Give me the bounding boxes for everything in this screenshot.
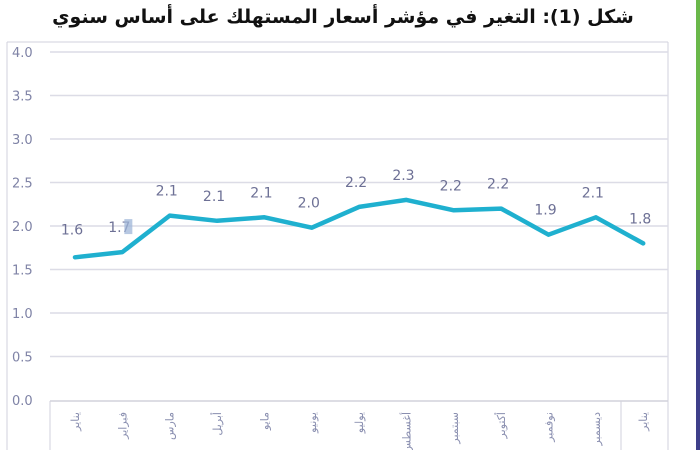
data-label: 2.1	[203, 189, 225, 205]
y-tick-label: 3.0	[12, 133, 33, 148]
data-label: 2.1	[250, 185, 272, 201]
x-tick-label: أكتوبر	[494, 412, 508, 439]
chart-title: شكل (1): التغير في مؤشر أسعار المستهلك ع…	[52, 6, 634, 28]
x-tick-label: ديسمبر	[590, 412, 603, 447]
data-label: 2.2	[440, 178, 462, 194]
x-tick-label: يوليو	[353, 412, 366, 434]
data-label: 2.1	[582, 185, 604, 201]
x-axis: يناير فبراير مارس أبريل مايو يونيو يوليو أغسطس س…	[49, 400, 668, 450]
data-label: 2.0	[298, 196, 320, 212]
data-label: 1.8	[629, 211, 651, 227]
x-tick-label: نوفمبر	[543, 412, 556, 443]
x-tick-label: يونيو	[306, 412, 319, 434]
data-label: 1.6	[61, 222, 83, 238]
series-line	[72, 197, 646, 260]
x-tick-label: يناير	[69, 412, 82, 432]
y-axis-labels: 0.0 0.5 1.0 1.5 2.0 2.5 3.0 3.5 4.0	[12, 46, 33, 409]
x-tick-label: أبريل	[210, 412, 224, 436]
side-accent-navy	[696, 270, 700, 450]
data-label: 2.1	[156, 184, 178, 200]
gridlines	[50, 51, 668, 358]
y-tick-label: 0.0	[12, 394, 33, 409]
data-label: 2.2	[487, 177, 509, 193]
data-labels: 1.6 1.72.1 2.1 2.12.02.2 2.32.2 2.21.92.11.8	[61, 168, 651, 238]
x-tick-label: مارس	[164, 412, 177, 440]
y-tick-label: 1.0	[12, 307, 33, 322]
y-tick-label: 0.5	[12, 351, 33, 366]
x-tick-label: سبتمبر	[448, 412, 461, 445]
y-tick-label: 2.0	[12, 220, 33, 235]
y-tick-label: 3.5	[12, 90, 33, 105]
x-tick-label: مايو	[258, 412, 271, 431]
x-tick-label: أغسطس	[399, 412, 413, 450]
data-label: 2.2	[345, 175, 367, 191]
side-accent-green	[696, 0, 700, 270]
label-highlight	[124, 219, 133, 235]
y-tick-label: 1.5	[12, 264, 33, 279]
y-tick-label: 4.0	[12, 46, 33, 61]
x-tick-label: يناير	[637, 412, 650, 432]
x-tick-label: فبراير	[116, 412, 129, 440]
data-label: 1.9	[534, 203, 556, 219]
data-label: 2.3	[392, 168, 414, 184]
y-tick-label: 2.5	[12, 177, 33, 192]
